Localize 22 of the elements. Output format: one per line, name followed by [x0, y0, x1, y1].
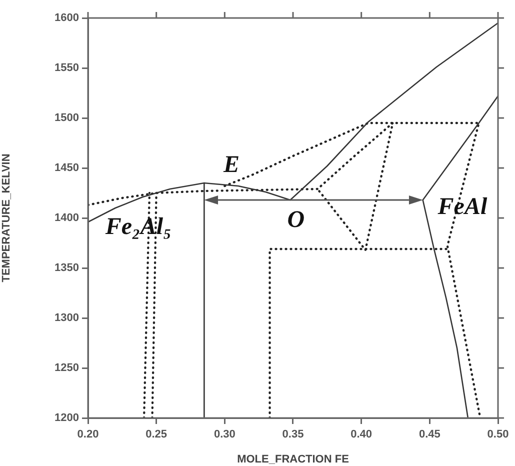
- x-tick-label: 0.25: [146, 428, 168, 441]
- x-tick-label: 0.35: [282, 428, 304, 441]
- x-tick-label: 0.30: [214, 428, 236, 441]
- annotation: E: [222, 152, 240, 178]
- annotation: Fe₂Al₅: [104, 214, 172, 240]
- y-tick-label: 1600: [54, 12, 79, 24]
- y-tick-label: 1250: [54, 362, 79, 374]
- annotation: FeAl: [436, 194, 488, 220]
- y-tick-label: 1200: [54, 412, 79, 424]
- y-tick-label: 1400: [54, 212, 79, 224]
- y-tick-label: 1450: [54, 162, 79, 174]
- y-tick-label: 1550: [54, 62, 79, 74]
- y-tick-label: 1350: [54, 262, 79, 274]
- x-tick-label: 0.40: [350, 428, 372, 441]
- annotation: O: [287, 207, 305, 234]
- x-tick-label: 0.20: [77, 428, 99, 441]
- y-tick-label: 1300: [54, 312, 79, 324]
- y-tick-label: 1500: [54, 112, 79, 124]
- x-tick-label: 0.45: [418, 428, 440, 441]
- x-tick-label: 0.50: [487, 428, 509, 441]
- y-axis-title: TEMPERATURE_KELVIN: [0, 154, 13, 282]
- x-axis-title: MOLE_FRACTION FE: [237, 453, 349, 466]
